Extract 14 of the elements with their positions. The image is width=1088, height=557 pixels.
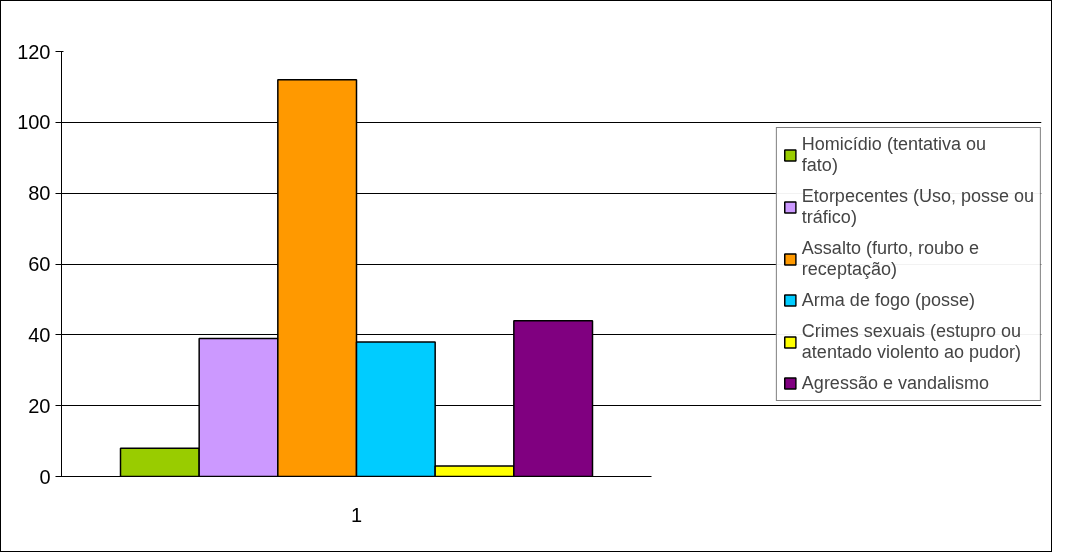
legend-label: Etorpecentes (Uso, posse ou tráfico) <box>801 185 1034 228</box>
legend-label: Agressão e vandalismo <box>801 372 989 394</box>
legend-label: Assalto (furto, roubo e receptação) <box>801 237 979 280</box>
x-tick-label: 1 <box>350 503 363 526</box>
legend-label: Crimes sexuais (estupro ou atentado violento ao pudor) <box>801 320 1022 363</box>
y-tick-label: 0 <box>39 465 51 488</box>
y-tick-label: 60 <box>28 253 51 275</box>
legend-label: Homicídio (tentativa ou fato) <box>801 133 986 176</box>
legend-label: Arma de fogo (posse) <box>801 289 975 311</box>
y-tick-label: 20 <box>28 394 51 417</box>
y-tick-label: 100 <box>17 111 51 134</box>
y-tick-label: 120 <box>17 40 51 63</box>
y-tick-label: 40 <box>28 323 51 346</box>
y-tick-label: 80 <box>28 182 51 205</box>
